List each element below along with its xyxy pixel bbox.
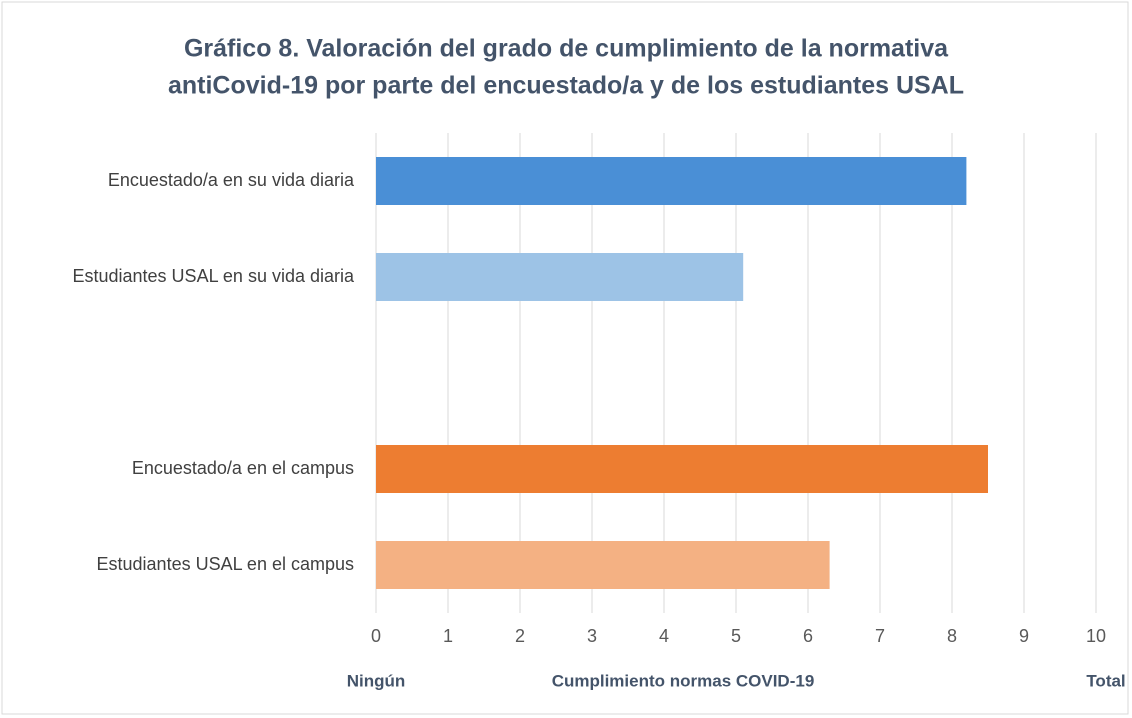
x-tick-label: 0 (371, 626, 381, 646)
annotation: Ningún (347, 671, 406, 690)
x-tick-label: 9 (1019, 626, 1029, 646)
y-tick-label: Estudiantes USAL en su vida diaria (73, 266, 355, 286)
y-tick-label: Estudiantes USAL en el campus (97, 554, 354, 574)
x-tick-label: 2 (515, 626, 525, 646)
x-tick-label: 8 (947, 626, 957, 646)
y-tick-label: Encuestado/a en su vida diaria (108, 170, 355, 190)
x-tick-label: 5 (731, 626, 741, 646)
x-tick-label: 6 (803, 626, 813, 646)
x-tick-label: 4 (659, 626, 669, 646)
bar (376, 541, 830, 589)
x-tick-label: 1 (443, 626, 453, 646)
x-axis-label: Cumplimiento normas COVID-19 (552, 671, 815, 690)
chart-title: antiCovid-19 por parte del encuestado/a … (168, 72, 964, 100)
y-tick-label: Encuestado/a en el campus (132, 458, 354, 478)
bar (376, 253, 744, 301)
annotation: Total (1086, 671, 1125, 690)
x-tick-label: 3 (587, 626, 597, 646)
bar (376, 157, 967, 205)
chart-title: Gráfico 8. Valoración del grado de cumpl… (184, 35, 949, 63)
bar (376, 445, 988, 493)
x-tick-label: 7 (875, 626, 885, 646)
x-tick-label: 10 (1086, 626, 1106, 646)
